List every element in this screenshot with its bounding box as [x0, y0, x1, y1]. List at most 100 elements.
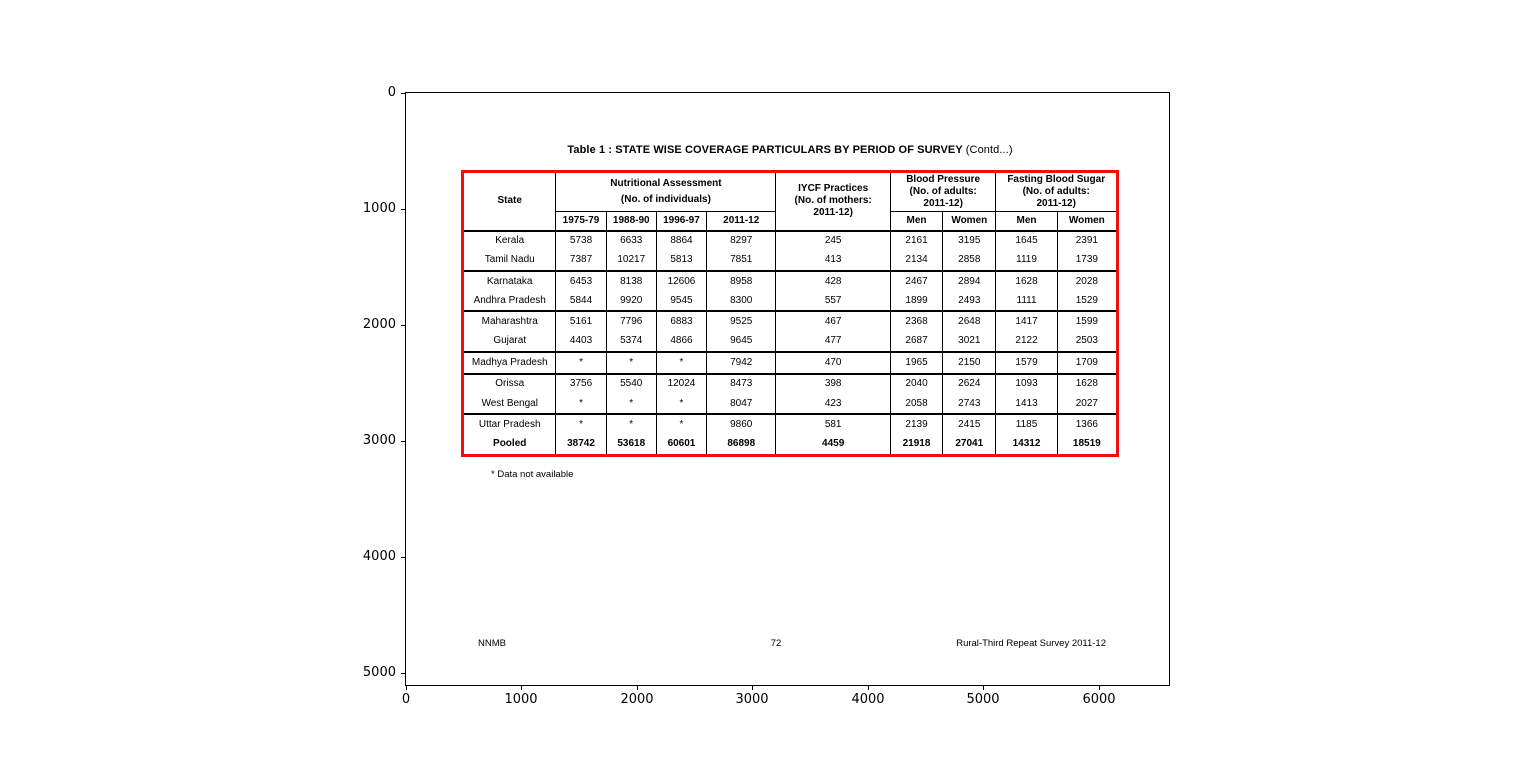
x-tick-mark — [521, 685, 522, 690]
header-line: (No. of adults: — [1022, 186, 1090, 197]
value-cell: 1628 — [995, 269, 1058, 292]
state-cell: Karnataka — [461, 269, 556, 292]
table-row-madhya-pradesh: Madhya Pradesh * * * 7942 470 1965 2150 … — [461, 350, 1118, 374]
header-line: 2011-12) — [1036, 198, 1076, 209]
value-cell: 1093 — [995, 372, 1058, 394]
value-cell: 9545 — [655, 291, 707, 312]
value-cell: 5374 — [605, 331, 657, 352]
header-year: 1996-97 — [655, 211, 707, 232]
value-cell: 2150 — [942, 350, 996, 374]
value-cell: 2743 — [942, 393, 996, 415]
value-cell: 2503 — [1056, 331, 1118, 352]
y-tick-mark — [401, 673, 406, 674]
state-cell: Pooled — [461, 434, 556, 456]
value-cell: 1899 — [889, 291, 943, 312]
table-row-orissa: Orissa 3756 5540 12024 8473 398 2040 262… — [461, 372, 1118, 394]
value-cell: 2161 — [889, 230, 943, 251]
header-state: State — [461, 171, 556, 232]
header-year: 1975-79 — [555, 211, 607, 232]
value-cell: 2028 — [1056, 269, 1118, 292]
document-title-main: Table 1 : STATE WISE COVERAGE PARTICULAR… — [567, 144, 963, 156]
value-cell: 7851 — [706, 250, 776, 271]
header-fbs-men: Men — [995, 211, 1058, 232]
value-cell: 1599 — [1056, 310, 1118, 332]
header-year: 1988-90 — [605, 211, 657, 232]
state-cell: Kerala — [461, 230, 556, 251]
value-cell: * — [555, 413, 607, 435]
value-cell: 9645 — [706, 331, 776, 352]
header-line: 2011-12) — [813, 207, 853, 219]
value-cell: 10217 — [605, 250, 657, 271]
y-tick-label: 5000 — [362, 665, 396, 680]
y-tick-label: 3000 — [362, 433, 396, 448]
value-cell: 86898 — [706, 434, 776, 456]
y-tick-label: 1000 — [362, 201, 396, 216]
value-cell: * — [605, 350, 657, 374]
value-cell: 428 — [775, 269, 891, 292]
value-cell: 1529 — [1056, 291, 1118, 312]
value-cell: 5738 — [555, 230, 607, 251]
state-cell: Gujarat — [461, 331, 556, 352]
y-tick-mark — [401, 93, 406, 94]
value-cell: 423 — [775, 393, 891, 415]
table-row-kerala: Kerala 5738 6633 8864 8297 245 2161 3195… — [461, 230, 1118, 251]
value-cell: 2858 — [942, 250, 996, 271]
table-row-uttar-pradesh: Uttar Pradesh * * * 9860 581 2139 2415 1… — [461, 413, 1118, 435]
state-cell: Madhya Pradesh — [461, 350, 556, 374]
header-blood-pressure: Blood Pressure (No. of adults: 2011-12) — [889, 171, 996, 212]
value-cell: * — [555, 350, 607, 374]
value-cell: 8138 — [605, 269, 657, 292]
x-tick-label: 0 — [401, 692, 411, 707]
value-cell: 9920 — [605, 291, 657, 312]
header-line: Nutritional Assessment — [610, 178, 722, 189]
state-cell: Uttar Pradesh — [461, 413, 556, 435]
value-cell: 7796 — [605, 310, 657, 332]
value-cell: 2368 — [889, 310, 943, 332]
value-cell: 9860 — [706, 413, 776, 435]
value-cell: * — [655, 393, 707, 415]
value-cell: 477 — [775, 331, 891, 352]
x-tick-mark — [637, 685, 638, 690]
value-cell: 2122 — [995, 331, 1058, 352]
x-tick-label: 6000 — [1082, 692, 1116, 707]
value-cell: 3021 — [942, 331, 996, 352]
x-tick-label: 5000 — [966, 692, 1000, 707]
value-cell: 470 — [775, 350, 891, 374]
value-cell: 8047 — [706, 393, 776, 415]
value-cell: * — [655, 350, 707, 374]
value-cell: 398 — [775, 372, 891, 394]
value-cell: 557 — [775, 291, 891, 312]
table-row-karnataka: Karnataka 6453 8138 12606 8958 428 2467 … — [461, 269, 1118, 292]
value-cell: 6883 — [655, 310, 707, 332]
table-row-pooled: Pooled 38742 53618 60601 86898 4459 2191… — [461, 434, 1118, 456]
value-cell: * — [655, 413, 707, 435]
header-sub-row: 1975-79 1988-90 1996-97 2011-12 Men Wome… — [463, 211, 1118, 232]
value-cell: 12024 — [655, 372, 707, 394]
value-cell: 1645 — [995, 230, 1058, 251]
value-cell: 2058 — [889, 393, 943, 415]
value-cell: 21918 — [889, 434, 943, 456]
value-cell: 5161 — [555, 310, 607, 332]
value-cell: 1417 — [995, 310, 1058, 332]
value-cell: 2894 — [942, 269, 996, 292]
header-bp-men: Men — [889, 211, 943, 232]
y-tick-label: 4000 — [362, 549, 396, 564]
coverage-table: State Nutritional Assessment (No. of ind… — [461, 170, 1119, 457]
value-cell: 245 — [775, 230, 891, 251]
value-cell: 467 — [775, 310, 891, 332]
x-tick-label: 3000 — [735, 692, 769, 707]
value-cell: 8297 — [706, 230, 776, 251]
value-cell: 4403 — [555, 331, 607, 352]
x-tick-mark — [752, 685, 753, 690]
value-cell: 2040 — [889, 372, 943, 394]
value-cell: 1965 — [889, 350, 943, 374]
value-cell: 581 — [775, 413, 891, 435]
header-line: (No. of individuals) — [620, 194, 711, 205]
header-bp-women: Women — [942, 211, 996, 232]
header-line: 2011-12) — [923, 198, 963, 209]
value-cell: * — [555, 393, 607, 415]
value-cell: 1579 — [995, 350, 1058, 374]
table-row-west-bengal: West Bengal * * * 8047 423 2058 2743 141… — [461, 393, 1118, 415]
value-cell: 2134 — [889, 250, 943, 271]
value-cell: 2391 — [1056, 230, 1118, 251]
